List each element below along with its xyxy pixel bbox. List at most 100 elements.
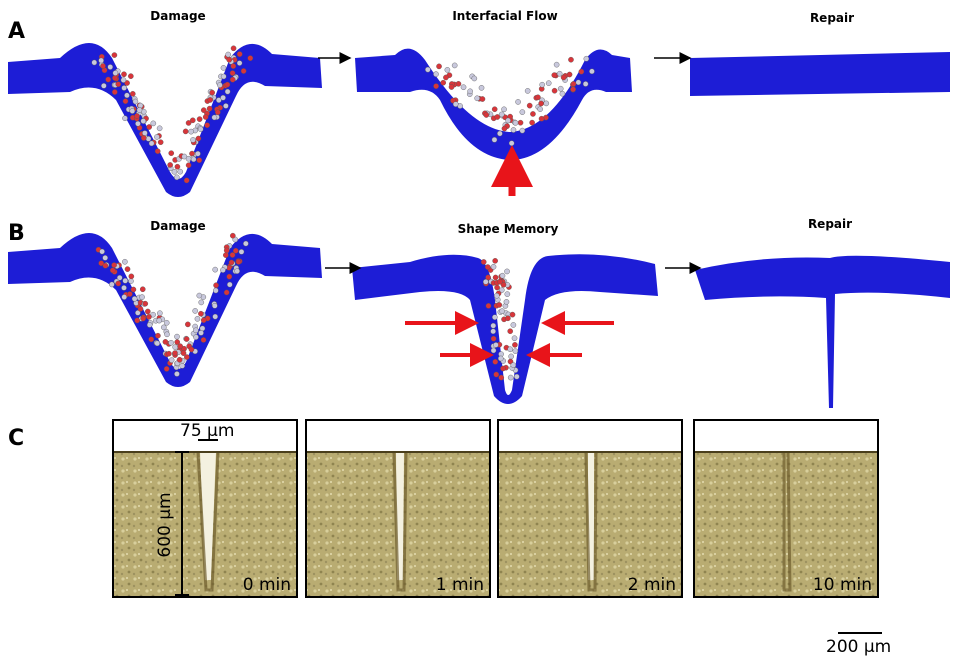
molecule-atom [172, 350, 177, 355]
molecule-atom [248, 56, 253, 61]
damaged-sheet [8, 233, 322, 387]
molecule-atom [134, 113, 139, 118]
molecule-atom [484, 112, 489, 117]
molecule-atom [203, 114, 208, 119]
molecule-atom [243, 241, 248, 246]
molecule-atom [141, 118, 146, 123]
molecule-atom [493, 359, 498, 364]
molecule-atom [508, 375, 513, 380]
molecule-atom [158, 140, 163, 145]
molecule-atom [539, 101, 544, 106]
molecule-atom [190, 137, 195, 142]
molecule-atom [233, 248, 238, 253]
molecule-atom [589, 69, 594, 74]
molecule-atom [443, 75, 448, 80]
molecule-atom [174, 334, 179, 339]
molecule-atom [498, 356, 503, 361]
molecule-atom [220, 267, 225, 272]
molecule-atom [568, 57, 573, 62]
molecule-atom [173, 345, 178, 350]
molecule-atom [172, 169, 177, 174]
molecule-atom [197, 158, 202, 163]
molecule-atom [468, 89, 473, 94]
molecule-atom [112, 262, 117, 267]
molecule-atom [509, 141, 514, 146]
molecule-atom [481, 259, 486, 264]
molecule-atom [544, 101, 549, 106]
molecule-atom [146, 136, 151, 141]
molecule-atom [223, 253, 228, 258]
molecule-atom [164, 366, 169, 371]
molecule-atom [147, 124, 152, 129]
molecule-atom [425, 67, 430, 72]
molecule-atom [181, 351, 186, 356]
molecule-atom [552, 88, 557, 93]
molecule-atom [177, 357, 182, 362]
molecule-atom [583, 81, 588, 86]
molecule-atom [224, 248, 229, 253]
molecule-atom [164, 320, 169, 325]
molecule-atom [527, 103, 532, 108]
molecule-atom [137, 107, 142, 112]
molecule-atom [201, 318, 206, 323]
molecule-atom [508, 347, 513, 352]
molecule-atom [191, 157, 196, 162]
molecule-atom [505, 316, 510, 321]
molecule-atom [174, 175, 179, 180]
molecule-atom [149, 337, 154, 342]
time-label: 2 min [628, 575, 676, 595]
molecule-atom [518, 120, 523, 125]
molecule-atom [196, 136, 201, 141]
molecule-atom [499, 309, 504, 314]
molecule-atom [157, 126, 162, 131]
molecule-atom [128, 74, 133, 79]
molecule-atom [480, 96, 485, 101]
molecule-atom [491, 323, 496, 328]
repaired-sheet [690, 52, 950, 96]
molecule-atom [157, 311, 162, 316]
molecule-atom [493, 342, 498, 347]
molecule-atom [197, 117, 202, 122]
molecule-atom [100, 249, 105, 254]
molecule-atom [494, 372, 499, 377]
molecule-atom [491, 329, 496, 334]
molecule-atom [461, 85, 466, 90]
molecule-atom [147, 322, 152, 327]
molecule-atom [128, 278, 133, 283]
molecule-atom [121, 77, 126, 82]
molecule-atom [513, 348, 518, 353]
molecule-atom [226, 52, 231, 57]
molecule-atom [512, 342, 517, 347]
molecule-atom [106, 77, 111, 82]
molecule-atom [213, 288, 218, 293]
molecule-atom [557, 71, 562, 76]
molecule-atom [182, 154, 187, 159]
molecule-atom [193, 328, 198, 333]
molecule-atom [552, 73, 557, 78]
molecule-atom [485, 264, 490, 269]
molecule-atom [538, 107, 543, 112]
molecule-atom [207, 106, 212, 111]
molecule-atom [491, 336, 496, 341]
molecule-atom [512, 336, 517, 341]
molecule-atom [520, 110, 525, 115]
molecule-atom [472, 76, 477, 81]
molecule-atom [193, 335, 198, 340]
molecule-atom [212, 303, 217, 308]
molecule-atom [130, 91, 135, 96]
molecule-atom [235, 269, 240, 274]
molecule-atom [530, 120, 535, 125]
molecule-atom [195, 151, 200, 156]
molecule-atom [221, 74, 226, 79]
molecule-atom [453, 102, 458, 107]
molecule-atom [511, 127, 516, 132]
molecule-atom [208, 97, 213, 102]
molecule-atom [132, 296, 137, 301]
molecule-atom [149, 141, 154, 146]
molecule-atom [186, 163, 191, 168]
molecule-atom [151, 121, 156, 126]
molecule-atom [539, 116, 544, 121]
molecule-atom [166, 351, 171, 356]
figure: A Damage Interfacial Flow Repair B Damag… [0, 0, 963, 656]
damaged-sheet [8, 43, 322, 197]
